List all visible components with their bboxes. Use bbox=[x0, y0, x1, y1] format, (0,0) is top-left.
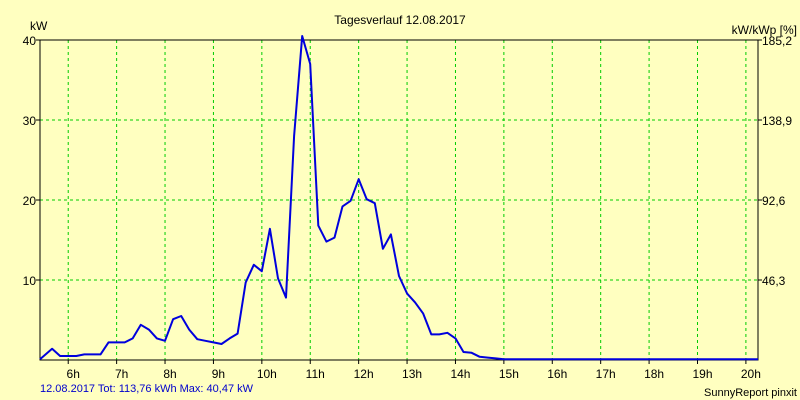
x-tick-label: 14h bbox=[450, 367, 470, 381]
x-tick-label: 15h bbox=[499, 367, 519, 381]
x-tick-label: 7h bbox=[115, 367, 128, 381]
x-tick-label: 17h bbox=[596, 367, 616, 381]
y-right-tick-label: 46,3 bbox=[762, 274, 786, 288]
y-tick-label: 40 bbox=[23, 34, 37, 48]
x-tick-label: 11h bbox=[306, 367, 325, 381]
y-tick-label: 30 bbox=[23, 114, 37, 128]
footer-summary: 12.08.2017 Tot: 113,76 kWh Max: 40,47 kW bbox=[40, 383, 254, 395]
x-tick-label: 12h bbox=[354, 367, 374, 381]
x-tick-label: 9h bbox=[212, 367, 225, 381]
x-tick-label: 16h bbox=[547, 367, 567, 381]
y-right-tick-label: 92,6 bbox=[762, 194, 786, 208]
y-axis-ticks: 10 20 30 40 bbox=[23, 34, 40, 288]
y-tick-label: 10 bbox=[23, 274, 37, 288]
x-tick-label: 20h bbox=[741, 367, 761, 381]
x-tick-label: 6h bbox=[67, 367, 80, 381]
y-tick-label: 20 bbox=[23, 194, 37, 208]
footer-source: SunnyReport pinxit bbox=[704, 387, 797, 399]
y-axis-right-ticks: 46,3 92,6 138,9 185,2 bbox=[758, 34, 792, 288]
power-series-line bbox=[39, 35, 758, 361]
y-axis-label-left: kW bbox=[30, 19, 48, 33]
x-tick-label: 8h bbox=[163, 367, 176, 381]
grid bbox=[40, 39, 758, 360]
y-right-tick-label: 185,2 bbox=[762, 34, 792, 48]
y-axis-label-right: kW/kWp [%] bbox=[732, 23, 797, 37]
chart-title: Tagesverlauf 12.08.2017 bbox=[334, 13, 466, 27]
x-tick-label: 19h bbox=[692, 367, 712, 381]
x-axis-ticks: 6h 7h 8h 9h 10h 11h 12h 13h 14h 15h 16h 17h 18h 19h 20… bbox=[67, 360, 761, 381]
x-tick-label: 18h bbox=[644, 367, 664, 381]
y-right-tick-label: 138,9 bbox=[762, 114, 792, 128]
x-tick-label: 13h bbox=[402, 367, 422, 381]
x-tick-label: 10h bbox=[257, 367, 277, 381]
